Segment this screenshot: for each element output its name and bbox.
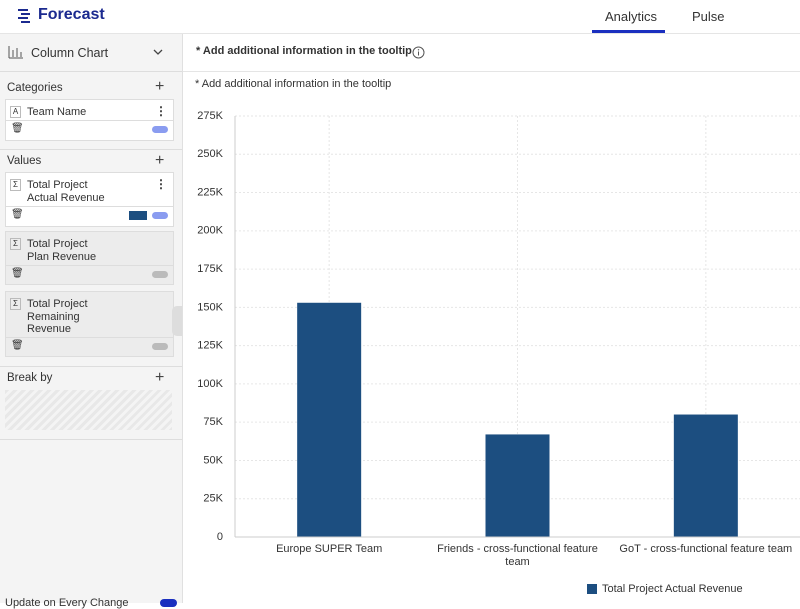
footer-label: Update on Every Change <box>5 597 129 609</box>
icon: Σ <box>10 238 21 250</box>
y-tick-label: 200K <box>197 225 223 237</box>
info-icon[interactable] <box>412 46 425 59</box>
card-footer <box>6 337 173 338</box>
tab[interactable]: Analytics <box>605 9 658 24</box>
menu[interactable]: ⋮ <box>155 177 167 191</box>
toggle[interactable] <box>160 599 177 607</box>
section-title: Categories <box>7 82 63 94</box>
y-tick-label: 125K <box>197 340 223 352</box>
collapse-handle[interactable] <box>172 306 182 336</box>
drop-zone[interactable] <box>5 390 172 430</box>
menu[interactable]: ⋮ <box>155 104 167 118</box>
tab-underline <box>592 30 665 33</box>
card-label: Total Project Remaining Revenue <box>27 298 88 335</box>
card[interactable]: Σ Total Project Plan Revenue 🗑 <box>5 231 174 285</box>
add-button[interactable]: + <box>155 152 165 169</box>
chart: 0 25K 50K 75K 100K 125K 150K 175K 200K 225K 250K 27… <box>197 110 800 595</box>
card-label: Total Project Plan Revenue <box>27 238 97 263</box>
divider <box>183 71 800 72</box>
icon: Σ <box>10 298 21 310</box>
trash[interactable]: 🗑 <box>11 340 24 351</box>
x-tick-label: Friends - cross-functional feature team <box>437 543 598 568</box>
card-footer <box>6 206 173 207</box>
icon: A <box>10 106 21 118</box>
bar <box>673 414 738 537</box>
toggle[interactable] <box>152 271 168 278</box>
y-tick-label: 175K <box>197 263 223 275</box>
y-tick-label: 100K <box>197 378 223 390</box>
dropdown-caret[interactable] <box>153 49 163 55</box>
section-title: Break by <box>7 372 53 384</box>
logo-icon <box>18 9 30 23</box>
card-footer <box>6 120 173 121</box>
tab[interactable]: Pulse <box>692 9 725 24</box>
sidebar: Column Chart Categories + A Team Name ⋮ … <box>0 34 183 609</box>
y-tick-label: 75K <box>203 416 223 428</box>
y-tick-label: 50K <box>203 454 223 466</box>
y-tick-label: 0 <box>217 531 223 543</box>
legend-label: Total Project Actual Revenue <box>602 583 743 595</box>
tooltip-note: * Add additional information in the tool… <box>195 78 392 90</box>
chart-area: 0 25K 50K 75K 100K 125K 150K 175K 200K 225K 250K 27… <box>183 95 800 603</box>
chart-type[interactable]: Column Chart <box>31 46 109 60</box>
y-tick-label: 150K <box>197 301 223 313</box>
y-tick-label: 250K <box>197 148 223 160</box>
toggle[interactable] <box>152 126 168 133</box>
x-tick-label: GoT - cross-functional feature team <box>619 543 793 555</box>
trash[interactable]: 🗑 <box>11 209 24 220</box>
card-footer <box>6 265 173 266</box>
y-tick-label: 25K <box>203 493 223 505</box>
trash[interactable]: 🗑 <box>11 123 24 134</box>
card[interactable]: Σ Total Project Actual Revenue ⋮ 🗑 <box>5 172 174 227</box>
card[interactable]: Σ Total Project Remaining Revenue 🗑 <box>5 291 174 357</box>
divider <box>0 366 182 367</box>
add-button[interactable]: + <box>155 78 165 95</box>
card[interactable]: A Team Name ⋮ 🗑 <box>5 99 174 141</box>
divider <box>0 71 182 72</box>
divider <box>0 439 182 440</box>
toggle[interactable] <box>152 343 168 350</box>
tooltip-heading: * Add additional information in the tool… <box>196 45 412 57</box>
card-label: Team Name <box>27 106 87 118</box>
chart-icon <box>8 46 23 59</box>
add-button[interactable]: + <box>155 369 165 386</box>
color-swatch[interactable] <box>129 211 147 220</box>
bar <box>297 302 362 537</box>
header: Forecast Analytics Pulse <box>0 0 800 34</box>
trash[interactable]: 🗑 <box>11 268 24 279</box>
card-label: Total Project Actual Revenue <box>27 179 105 204</box>
logo[interactable]: Forecast <box>38 6 105 23</box>
x-tick-label: Europe SUPER Team <box>276 543 383 555</box>
legend-swatch <box>587 584 597 594</box>
toggle[interactable] <box>152 212 168 219</box>
section-title: Values <box>7 155 42 167</box>
divider <box>0 149 182 150</box>
y-tick-label: 275K <box>197 110 223 122</box>
bar <box>485 434 550 537</box>
y-tick-label: 225K <box>197 186 223 198</box>
icon: Σ <box>10 179 21 191</box>
